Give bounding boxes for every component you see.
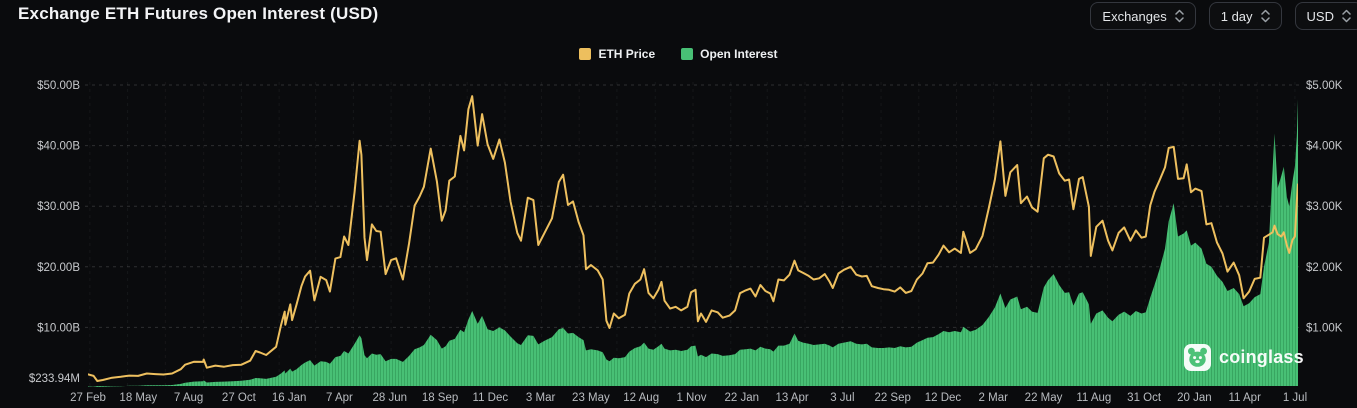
x-axis-label: 11 Dec	[473, 392, 509, 404]
x-axis-label: 1 Nov	[676, 392, 706, 404]
x-axis-label: 22 May	[1025, 392, 1063, 404]
legend-label-eth-price: ETH Price	[598, 47, 656, 61]
x-axis-label: 16 Jan	[272, 392, 307, 404]
x-axis-label: 3 Jul	[830, 392, 854, 404]
exchanges-dropdown[interactable]: Exchanges	[1090, 2, 1196, 30]
right-axis-label: $2.00K	[1306, 262, 1343, 274]
x-axis-label: 23 May	[572, 392, 610, 404]
currency-dropdown-label: USD	[1306, 8, 1334, 24]
x-axis-label: 22 Sep	[874, 392, 910, 404]
chart-legend: ETH Price Open Interest	[0, 47, 1357, 61]
x-axis-label: 12 Dec	[925, 392, 962, 404]
x-axis-label: 7 Apr	[326, 392, 353, 404]
legend-item-open-interest[interactable]: Open Interest	[681, 47, 778, 61]
exchanges-dropdown-label: Exchanges	[1102, 8, 1167, 24]
page-title: Exchange ETH Futures Open Interest (USD)	[18, 4, 379, 23]
left-axis-label: $233.94M	[29, 373, 80, 385]
select-chevrons-icon	[1174, 9, 1184, 23]
interval-dropdown-label: 1 day	[1220, 8, 1253, 24]
x-axis-label: 12 Aug	[623, 392, 659, 404]
x-axis-label: 7 Aug	[174, 392, 203, 404]
x-axis-label: 31 Oct	[1127, 392, 1162, 404]
left-axis-label: $20.00B	[37, 262, 80, 274]
coinglass-watermark: coinglass	[1184, 344, 1304, 371]
eth-price-swatch-icon	[579, 48, 592, 60]
select-chevrons-icon	[1260, 9, 1270, 23]
right-axis-label: $1.00K	[1306, 322, 1343, 334]
chart-controls: Exchanges 1 day USD	[1090, 2, 1357, 30]
x-axis-label: 11 Aug	[1076, 392, 1111, 404]
left-axis-label: $50.00B	[37, 80, 80, 92]
x-axis-label: 13 Apr	[775, 392, 808, 404]
x-axis-label: 27 Feb	[70, 392, 106, 404]
select-chevrons-icon	[1342, 9, 1351, 23]
x-axis-label: 18 Sep	[422, 392, 458, 404]
interval-dropdown[interactable]: 1 day	[1208, 2, 1282, 30]
coinglass-panda-icon	[1184, 344, 1211, 371]
x-axis-label: 1 Jul	[1283, 392, 1307, 404]
x-axis-label: 3 Mar	[526, 392, 556, 404]
open-interest-area	[88, 99, 1298, 387]
right-axis-label: $3.00K	[1306, 201, 1343, 213]
x-axis-label: 11 Apr	[1229, 392, 1262, 404]
legend-label-open-interest: Open Interest	[700, 47, 778, 61]
x-axis-label: 2 Mar	[979, 392, 1009, 404]
legend-item-eth-price[interactable]: ETH Price	[579, 47, 655, 61]
x-axis-label: 18 May	[119, 392, 157, 404]
x-axis-label: 27 Oct	[222, 392, 257, 404]
left-axis-label: $10.00B	[37, 322, 80, 334]
open-interest-swatch-icon	[681, 48, 694, 60]
x-axis-label: 22 Jan	[725, 392, 760, 404]
x-axis-label: 20 Jan	[1177, 392, 1212, 404]
watermark-text: coinglass	[1219, 347, 1304, 367]
x-axis-label: 28 Jun	[372, 392, 407, 404]
currency-dropdown[interactable]: USD	[1294, 2, 1357, 30]
left-axis-label: $40.00B	[37, 141, 80, 153]
right-axis-label: $5.00K	[1306, 80, 1343, 92]
eth-price-line	[88, 95, 1298, 382]
right-axis-label: $4.00K	[1306, 141, 1343, 153]
left-axis-label: $30.00B	[37, 201, 80, 213]
